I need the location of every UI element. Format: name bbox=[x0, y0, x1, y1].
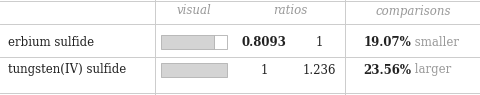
Text: larger: larger bbox=[410, 63, 450, 76]
Bar bbox=[161, 35, 214, 49]
Text: 19.07%: 19.07% bbox=[362, 36, 410, 49]
Text: smaller: smaller bbox=[410, 36, 458, 49]
Text: 1.236: 1.236 bbox=[301, 63, 335, 76]
Text: comparisons: comparisons bbox=[374, 4, 450, 17]
Text: 23.56%: 23.56% bbox=[362, 63, 410, 76]
Bar bbox=[161, 63, 227, 77]
Text: visual: visual bbox=[176, 4, 211, 17]
Text: erbium sulfide: erbium sulfide bbox=[8, 36, 94, 49]
Text: tungsten(IV) sulfide: tungsten(IV) sulfide bbox=[8, 63, 126, 76]
Text: 0.8093: 0.8093 bbox=[241, 36, 286, 49]
Text: 1: 1 bbox=[315, 36, 322, 49]
Text: ratios: ratios bbox=[272, 4, 307, 17]
Bar bbox=[214, 35, 227, 49]
Text: 1: 1 bbox=[260, 63, 267, 76]
